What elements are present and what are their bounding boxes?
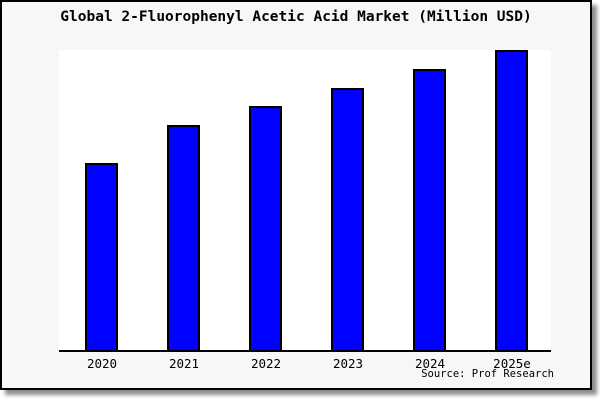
bar-2023 <box>331 87 364 350</box>
x-tick-2023: 2023 <box>332 356 364 371</box>
bar-2025e <box>495 50 528 350</box>
x-tick-2025e: 2025e <box>493 356 531 371</box>
chart-title: Global 2-Fluorophenyl Acetic Acid Market… <box>60 9 532 25</box>
bar-2021 <box>167 125 200 350</box>
x-axis-ticks: 2020 2021 2022 2023 2024 2025e <box>59 356 551 372</box>
bar-2022 <box>249 106 282 350</box>
x-tick-2024: 2024 <box>414 356 446 371</box>
bar-2020 <box>85 162 118 350</box>
chart-panel: Global 2-Fluorophenyl Acetic Acid Market… <box>0 0 592 390</box>
bar-2024 <box>413 68 446 350</box>
source-label: Source: Prof Research <box>421 368 554 380</box>
x-tick-2020: 2020 <box>86 356 118 371</box>
x-tick-2022: 2022 <box>250 356 282 371</box>
x-tick-2021: 2021 <box>168 356 200 371</box>
plot-area <box>59 50 551 352</box>
